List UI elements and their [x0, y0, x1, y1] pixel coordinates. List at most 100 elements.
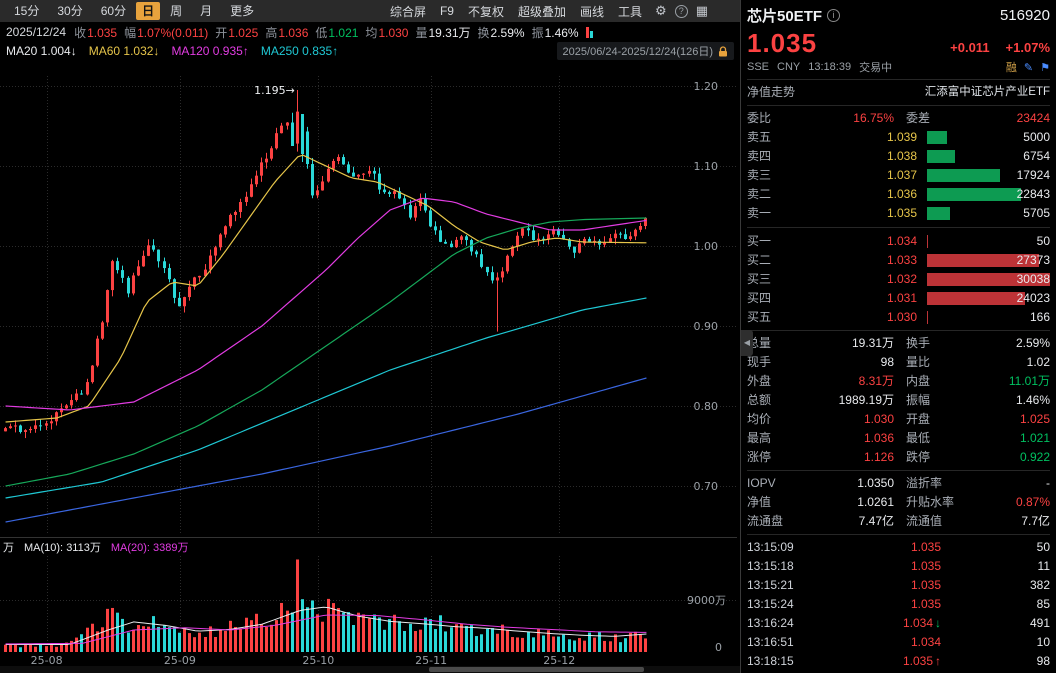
bid-levels: 买一 1.034 50 买二 1.033 27373 买三 1.032 30038 买四 1.031…: [747, 232, 1050, 327]
period-tab-更多[interactable]: 更多: [230, 4, 255, 18]
book-volume-bar: [927, 207, 951, 220]
chart-column: 15分 30分 60分日周 月 更多 综合屏 F9 不复权 超级叠加 画线 工具 ⚙ ? ▦ 20…: [0, 0, 740, 673]
book-level-label: 买二: [747, 253, 772, 267]
period-tab-日[interactable]: 日: [136, 2, 161, 20]
book-volume-bar: [927, 273, 1050, 286]
book-price: 1.033: [886, 253, 917, 267]
book-volume: 17924: [1016, 168, 1050, 182]
bid-row[interactable]: 买一 1.034 50: [747, 232, 1050, 251]
exchange-label: SSE: [747, 61, 770, 73]
tick-price-value: 1.035: [910, 559, 941, 573]
period-tab-30分[interactable]: 30分: [57, 4, 83, 18]
stat-row: 总量 19.31万 换手 2.59%: [747, 334, 1050, 353]
panel-collapse-button[interactable]: ◀: [741, 330, 753, 356]
bid-row[interactable]: 买三 1.032 30038: [747, 270, 1050, 289]
tick-row[interactable]: 13:15:21 1.035 382: [747, 576, 1050, 595]
divider: [747, 470, 1050, 471]
ask-row[interactable]: 卖四 1.038 6754: [747, 147, 1050, 166]
mini-kline-icon[interactable]: [585, 26, 593, 38]
stat-row: 外盘 8.31万 内盘 11.01万: [747, 372, 1050, 391]
weibi-label: 委比: [747, 111, 772, 125]
book-level-label: 买五: [747, 310, 772, 324]
book-price: 1.034: [886, 234, 917, 248]
daily-stat-开: 开1.025: [215, 24, 258, 41]
book-volume: 30038: [1016, 272, 1050, 286]
tick-volume: 382: [1029, 578, 1050, 592]
daily-stat-value: 1.07%(0.011): [137, 25, 209, 40]
stat-label: 最高: [747, 431, 772, 445]
period-tab-60分[interactable]: 60分: [100, 4, 127, 18]
ask-row[interactable]: 卖五 1.039 5000: [747, 128, 1050, 147]
ask-row[interactable]: 卖二 1.036 22843: [747, 185, 1050, 204]
tick-row[interactable]: 13:16:51 1.034 10: [747, 633, 1050, 652]
quote-time: 13:18:39: [808, 61, 852, 73]
tick-row[interactable]: 13:15:18 1.035 11: [747, 557, 1050, 576]
daily-stat-量: 量19.31万: [415, 24, 470, 41]
tick-price-value: 1.035: [902, 654, 933, 668]
tool-button-不复权[interactable]: 不复权: [467, 4, 504, 19]
daily-stat-幅: 幅1.07%(0.011): [124, 24, 208, 41]
book-volume: 166: [1029, 310, 1050, 324]
book-price: 1.039: [886, 130, 917, 144]
tool-button-超级叠加[interactable]: 超级叠加: [518, 4, 567, 19]
book-price: 1.037: [886, 168, 917, 182]
period-tab-15分[interactable]: 15分: [14, 4, 40, 18]
edit-icon[interactable]: ✎: [1023, 61, 1034, 74]
help-icon[interactable]: ?: [674, 4, 688, 18]
bid-row[interactable]: 买四 1.031 24023: [747, 289, 1050, 308]
stat-label: 开盘: [906, 412, 931, 426]
tool-button-画线[interactable]: 画线: [580, 4, 605, 19]
book-price: 1.038: [886, 149, 917, 163]
tick-price: 1.035: [813, 557, 941, 576]
book-price: 1.035: [886, 206, 917, 220]
price-change-pct: +1.07%: [1005, 40, 1050, 55]
ask-row[interactable]: 卖三 1.037 17924: [747, 166, 1050, 185]
tool-button-综合屏[interactable]: 综合屏: [389, 4, 426, 19]
book-volume-zone: 30038: [927, 272, 1050, 287]
ask-row[interactable]: 卖一 1.035 5705: [747, 204, 1050, 223]
weicha-value: 23424: [1016, 111, 1050, 125]
daily-stat-label: 高: [265, 25, 278, 40]
tick-row[interactable]: 13:16:24 1.034 ↓ 491: [747, 614, 1050, 633]
chart-area: 万 MA(10): 3113万 MA(20): 3389万: [0, 60, 737, 666]
ma-value-MA20: MA20 1.004↓: [6, 44, 77, 58]
book-volume-zone: 5000: [927, 130, 1050, 145]
book-volume-zone: 27373: [927, 253, 1050, 268]
layout-grid-icon[interactable]: ▦: [695, 3, 708, 18]
tick-volume: 50: [1036, 540, 1050, 554]
date-range-selector[interactable]: 2025/06/24-2025/12/24(126日): [556, 42, 734, 60]
bid-row[interactable]: 买二 1.033 27373: [747, 251, 1050, 270]
tick-row[interactable]: 13:18:15 1.035 ↑ 98: [747, 652, 1050, 671]
etf-name: 芯片50ETF: [747, 7, 823, 25]
gear-icon[interactable]: ⚙: [655, 3, 667, 18]
tick-price-value: 1.035: [910, 597, 941, 611]
daily-stat-换: 换2.59%: [478, 24, 525, 41]
nav-trend-link[interactable]: 净值走势: [747, 85, 796, 99]
candlestick-chart[interactable]: [0, 60, 737, 666]
scrollbar-thumb[interactable]: [429, 667, 644, 672]
flag-icon[interactable]: ⚑: [1040, 61, 1050, 74]
book-level-label: 买一: [747, 234, 772, 248]
stat-value: 8.31万: [858, 374, 894, 388]
volume-ma20-label: MA(20):: [110, 542, 150, 554]
tool-button-工具[interactable]: 工具: [618, 4, 643, 19]
stat-label: 量比: [906, 355, 931, 369]
tool-button-F9[interactable]: F9: [439, 4, 454, 18]
stat-label: 跌停: [906, 450, 931, 464]
stat-value: -: [1046, 476, 1050, 490]
period-tab-周[interactable]: 周: [170, 4, 183, 18]
book-price: 1.036: [886, 187, 917, 201]
chart-h-scrollbar[interactable]: [0, 666, 740, 673]
tick-row[interactable]: 13:15:24 1.035 85: [747, 595, 1050, 614]
book-level-label: 卖三: [747, 168, 772, 182]
margin-badge[interactable]: 融: [1005, 62, 1017, 74]
book-volume: 50: [1036, 234, 1050, 248]
period-tab-月[interactable]: 月: [200, 4, 213, 18]
book-level-label: 卖四: [747, 149, 772, 163]
stat-label: 振幅: [906, 393, 931, 407]
bid-row[interactable]: 买五 1.030 166: [747, 308, 1050, 327]
stat-value: 11.01万: [1008, 374, 1050, 388]
tick-row[interactable]: 13:15:09 1.035 50: [747, 538, 1050, 557]
info-icon[interactable]: i: [827, 8, 841, 22]
divider: [747, 79, 1050, 80]
